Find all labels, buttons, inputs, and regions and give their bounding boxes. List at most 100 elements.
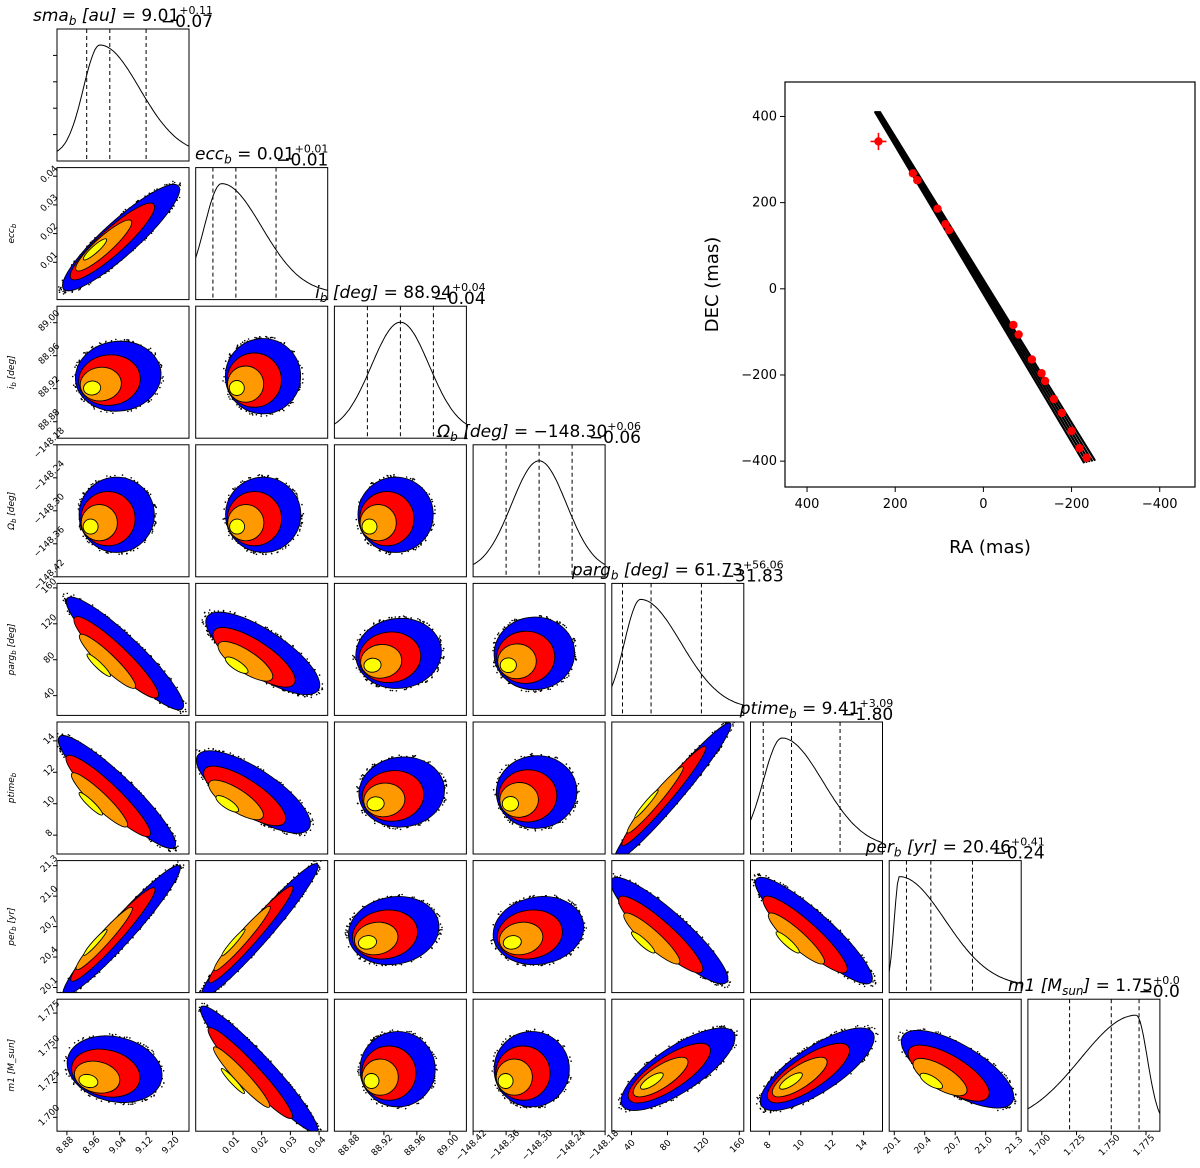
- density-speckle: [258, 474, 261, 476]
- density-speckle: [386, 895, 389, 898]
- corner-panel-inc-ecc: [195, 305, 329, 439]
- density-speckle: [668, 1045, 670, 1047]
- density-speckle: [863, 1025, 866, 1028]
- density-speckle: [728, 981, 731, 984]
- density-speckle: [145, 1099, 147, 1102]
- density-speckle: [515, 1104, 517, 1107]
- density-speckle: [234, 487, 236, 489]
- density-inc-sma: [72, 338, 165, 415]
- density-speckle: [93, 408, 96, 410]
- density-speckle: [185, 702, 187, 704]
- panel-title-ecc: eccb = 0.01+0.01: [195, 143, 328, 167]
- corner-panel-sma-sma: smab [au] = 9.01+0.11−0.07: [33, 4, 213, 162]
- density-speckle: [418, 618, 421, 621]
- astrometry-point: [1040, 376, 1050, 386]
- density-speckle: [939, 1032, 942, 1034]
- density-speckle: [179, 182, 181, 184]
- density-speckle: [306, 658, 309, 660]
- xtick-label-Omega: −148.30: [520, 1128, 555, 1163]
- density-speckle: [63, 1059, 66, 1062]
- density-speckle: [293, 350, 296, 353]
- orbit-xtick-label: 0: [979, 497, 987, 512]
- density-speckle: [184, 708, 187, 711]
- density-speckle: [858, 983, 861, 986]
- density-speckle: [623, 857, 625, 859]
- density-speckle: [431, 1085, 434, 1087]
- density-speckle: [843, 975, 846, 978]
- density-speckle: [624, 858, 626, 860]
- density-speckle: [758, 1096, 761, 1099]
- density-speckle: [756, 1096, 758, 1099]
- density-speckle: [207, 612, 210, 614]
- density-speckle: [356, 525, 359, 527]
- density-speckle: [255, 413, 258, 416]
- density-speckle: [634, 1072, 636, 1075]
- panel-frame: [472, 444, 606, 578]
- contour-level-4: [366, 796, 385, 812]
- density-speckle: [68, 996, 70, 998]
- density-speckle: [204, 615, 207, 617]
- density-speckle: [611, 857, 613, 859]
- density-speckle: [717, 984, 719, 986]
- density-speckle: [345, 929, 347, 931]
- corner-panel-m1-ecc: 0.01 0.02 0.03 0.04: [195, 998, 328, 1156]
- density-speckle: [507, 959, 509, 961]
- density-speckle: [434, 1079, 436, 1082]
- density-speckle: [389, 689, 392, 692]
- density-speckle: [124, 208, 127, 211]
- density-speckle: [701, 936, 704, 938]
- density-speckle: [276, 477, 279, 480]
- density-speckle: [507, 682, 510, 685]
- density-speckle: [613, 857, 615, 859]
- xtick-label-inc: 88.88: [337, 1133, 362, 1158]
- xtick-label-Omega: −148.36: [487, 1128, 522, 1163]
- density-speckle: [254, 336, 256, 339]
- density-speckle: [223, 517, 226, 520]
- density-speckle: [949, 1035, 951, 1038]
- density-speckle: [540, 689, 542, 692]
- corner-panel-per-per: perb [yr] = 20.46+0.41−0.24: [865, 836, 1045, 994]
- density-speckle: [296, 495, 299, 497]
- density-speckle: [615, 855, 617, 857]
- density-speckle: [156, 844, 159, 847]
- density-speckle: [114, 1103, 117, 1105]
- density-speckle: [198, 773, 201, 775]
- density-speckle: [727, 971, 729, 973]
- xtick-label-Omega: −148.24: [553, 1128, 588, 1163]
- density-speckle: [236, 404, 238, 406]
- density-speckle: [59, 287, 62, 289]
- density-speckle: [212, 748, 215, 750]
- corner-panel-ecc-ecc: eccb = 0.01+0.01−0.01: [195, 143, 328, 301]
- density-speckle: [100, 1100, 103, 1102]
- density-speckle: [958, 1098, 961, 1100]
- density-speckle: [62, 293, 65, 295]
- density-speckle: [554, 756, 556, 759]
- density-speckle: [363, 629, 366, 632]
- density-speckle: [542, 1030, 544, 1033]
- density-speckle: [151, 528, 154, 531]
- panel-title-per: perb [yr] = 20.46+0.41: [865, 836, 1045, 860]
- density-speckle: [129, 1037, 131, 1039]
- density-speckle: [87, 1094, 90, 1097]
- density-speckle: [177, 861, 179, 863]
- density-speckle: [100, 342, 102, 345]
- density-speckle: [393, 473, 395, 476]
- density-speckle: [679, 914, 682, 917]
- density-speckle: [301, 382, 304, 384]
- density-speckle: [58, 286, 60, 288]
- density-speckle: [612, 859, 614, 861]
- density-speckle: [346, 934, 348, 937]
- density-speckle: [107, 1101, 110, 1103]
- density-speckle: [728, 984, 730, 986]
- density-speckle: [765, 875, 767, 877]
- contour-level-4: [78, 1073, 99, 1089]
- density-speckle: [293, 490, 296, 492]
- panel-frame: [472, 860, 606, 994]
- density-speckle: [291, 488, 294, 491]
- density-speckle: [383, 825, 386, 828]
- density-speckle: [724, 986, 726, 989]
- density-speckle: [420, 956, 422, 959]
- density-speckle: [442, 647, 445, 650]
- density-speckle: [149, 347, 152, 350]
